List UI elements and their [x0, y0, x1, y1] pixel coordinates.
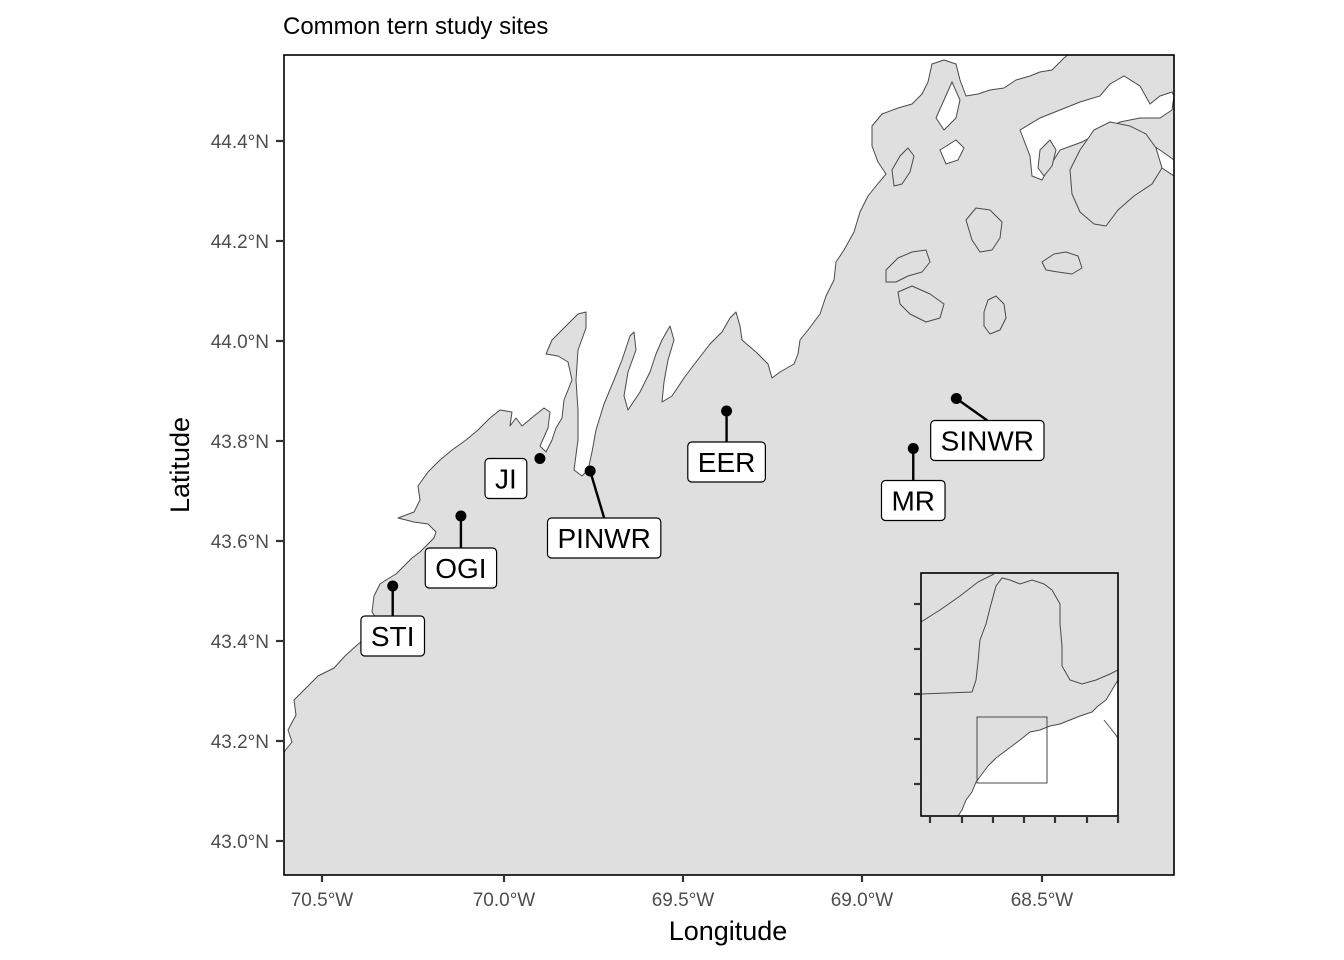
- y-tick-label: 44.2°N: [211, 232, 269, 253]
- y-axis-title: Latitude: [165, 417, 195, 513]
- x-axis: 70.5°W 70.0°W 69.5°W 69.0°W 68.5°W: [291, 875, 1074, 911]
- site-label: PINWR: [557, 523, 650, 554]
- site-ogi: OGI: [424, 510, 498, 589]
- site-label: SINWR: [941, 426, 1034, 457]
- bay-inlet-3: [939, 139, 965, 165]
- site-pinwr: PINWR: [546, 465, 662, 559]
- inset-map: [914, 572, 1120, 823]
- island-4: [965, 207, 1003, 253]
- island-5: [983, 295, 1007, 335]
- inset-land: [921, 573, 1118, 816]
- y-tick-label: 44.4°N: [211, 132, 269, 153]
- site-point: [584, 465, 596, 477]
- site-label: OGI: [435, 553, 486, 584]
- site-point: [387, 580, 399, 592]
- y-tick-label: 43.4°N: [211, 632, 269, 653]
- site-ji: JI: [484, 453, 546, 500]
- inset-border-line: [921, 577, 1118, 695]
- map-panel-border: [283, 54, 1175, 876]
- site-point: [950, 393, 962, 404]
- site-point: [721, 405, 733, 417]
- site-label: MR: [891, 486, 935, 517]
- x-tick-label: 69.0°W: [831, 890, 894, 911]
- y-tick-label: 43.0°N: [211, 832, 269, 853]
- x-tick-label: 70.0°W: [473, 890, 536, 911]
- site-point: [907, 443, 919, 454]
- x-axis-title: Longitude: [669, 916, 788, 946]
- site-sinwr: SINWR: [930, 393, 1045, 462]
- site-label-box: [424, 547, 498, 589]
- site-label-box: [880, 479, 946, 522]
- inset-river-line: [921, 573, 995, 623]
- island-6: [1041, 251, 1083, 275]
- island-2: [885, 249, 931, 283]
- site-mr: MR: [880, 443, 946, 522]
- site-eer: EER: [687, 405, 766, 483]
- island-3: [897, 285, 945, 323]
- y-tick-label: 43.2°N: [211, 732, 269, 753]
- inset-study-area-box: [976, 716, 1048, 784]
- island-7: [1069, 121, 1163, 227]
- y-tick-label: 43.6°N: [211, 532, 269, 553]
- bay-inlet-1: [935, 80, 961, 131]
- map-title: Common tern study sites: [283, 13, 548, 40]
- site-label-box: [687, 441, 766, 483]
- site-label-box: [484, 457, 528, 500]
- inset-coast-line: [1103, 719, 1118, 739]
- site-label: STI: [371, 621, 415, 652]
- x-tick-label: 69.5°W: [652, 890, 715, 911]
- site-sti: STI: [360, 580, 426, 657]
- y-tick-label: 44.0°N: [211, 332, 269, 353]
- site-leader-line: [955, 397, 989, 422]
- x-tick-label: 70.5°W: [291, 890, 354, 911]
- site-label-box: [546, 517, 662, 559]
- y-axis: 44.4°N 44.2°N 44.0°N 43.8°N 43.6°N 43.4°…: [211, 132, 284, 853]
- site-label-box: [360, 615, 426, 657]
- site-point: [534, 453, 546, 464]
- site-label-box: [930, 419, 1045, 462]
- y-tick-label: 43.8°N: [211, 432, 269, 453]
- island-8: [1037, 139, 1057, 177]
- site-leader-line: [589, 470, 606, 519]
- site-label: JI: [495, 464, 517, 495]
- island-1: [891, 147, 915, 187]
- site-label: EER: [698, 447, 756, 478]
- site-point: [455, 510, 467, 522]
- x-tick-label: 68.5°W: [1011, 890, 1074, 911]
